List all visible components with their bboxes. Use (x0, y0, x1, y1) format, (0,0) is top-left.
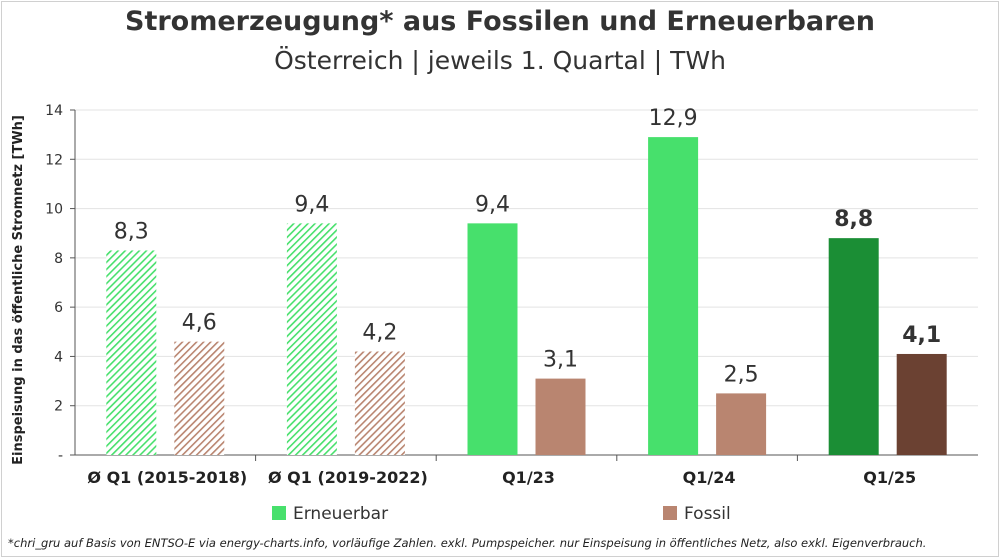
data-label-fossil: 3,1 (543, 348, 578, 373)
bar-fossil (896, 353, 947, 455)
legend-swatch-fossil (663, 506, 677, 520)
legend: Erneuerbar Fossil (272, 504, 731, 524)
y-tick-label: 4 (54, 349, 63, 365)
grid-lines (75, 109, 978, 407)
data-label-fossil: 4,2 (362, 321, 397, 346)
bar-erneuerbar (106, 250, 157, 455)
y-tick-label: - (58, 448, 63, 464)
y-tick-label: 6 (54, 300, 63, 316)
chart-subtitle: Österreich | jeweils 1. Quartal | TWh (274, 46, 726, 75)
legend-swatch-erneuerbar (272, 506, 286, 520)
y-tick-label: 14 (45, 103, 63, 119)
bar-fossil (354, 351, 405, 455)
bar-erneuerbar (467, 223, 518, 455)
data-label-fossil: 4,1 (902, 323, 941, 348)
data-label-fossil: 4,6 (182, 311, 217, 336)
bars (106, 137, 947, 455)
data-label-erneuerbar: 9,4 (294, 192, 329, 217)
x-tick-label: Q1/23 (502, 468, 555, 487)
x-tick-label: Q1/24 (683, 468, 736, 487)
data-label-erneuerbar: 8,8 (834, 207, 873, 232)
y-tick-label: 8 (54, 251, 63, 267)
footnote: *chri_gru auf Basis von ENTSO-E via ener… (8, 536, 927, 550)
bar-fossil (535, 378, 586, 455)
chart-title: Stromerzeugung* aus Fossilen und Erneuer… (125, 6, 875, 37)
bar-fossil (716, 393, 767, 455)
x-tick-label: Q1/25 (863, 468, 916, 487)
data-label-erneuerbar: 9,4 (475, 192, 510, 217)
legend-label-fossil: Fossil (684, 504, 731, 524)
data-label-erneuerbar: 12,9 (649, 106, 698, 131)
y-tick-label: 2 (54, 399, 63, 415)
bar-erneuerbar (828, 238, 879, 455)
x-tick-label: Ø Q1 (2015-2018) (87, 468, 247, 487)
bar-fossil (174, 341, 225, 455)
y-axis-label: Einspeisung in das öffentliche Stromnetz… (11, 115, 26, 465)
legend-label-erneuerbar: Erneuerbar (293, 504, 388, 524)
data-label-fossil: 2,5 (724, 362, 759, 387)
data-label-erneuerbar: 8,3 (114, 219, 149, 244)
y-tick-label: 10 (45, 202, 63, 218)
axes: - 2 4 6 8 10 12 14 Ø Q1 (2015-2018) Ø Q1 (2019-20… (45, 103, 978, 487)
data-labels: 8,3 4,6 9,4 4,2 9,4 3,1 12,9 2,5 8,8 4,1 (114, 106, 941, 387)
bar-erneuerbar (286, 223, 337, 455)
bar-erneuerbar (648, 137, 699, 455)
x-tick-label: Ø Q1 (2019-2022) (268, 468, 428, 487)
y-tick-label: 12 (45, 152, 63, 168)
